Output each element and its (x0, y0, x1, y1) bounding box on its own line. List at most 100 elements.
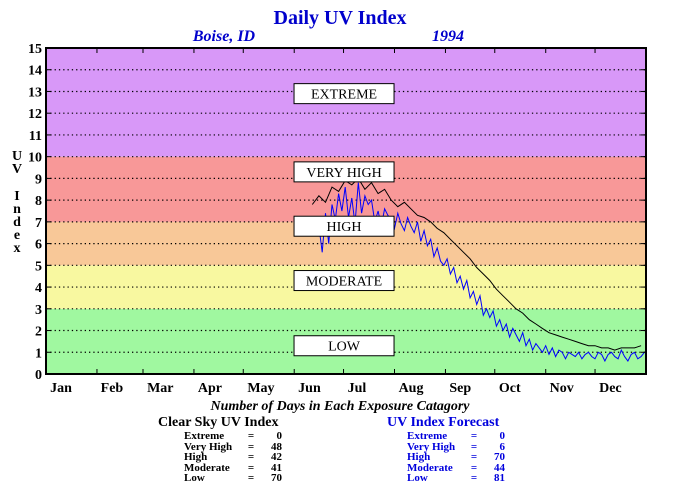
uv-index-chart: Daily UV Index Boise, ID 1994 EXTREME VER… (12, 7, 647, 396)
y-tick-label: 14 (28, 64, 42, 79)
y-axis-label-char: n (13, 202, 21, 217)
row-equals: = (470, 461, 478, 474)
band-labels: EXTREME VERY HIGH HIGH MODERATE LOW (293, 83, 395, 357)
band-label: VERY HIGH (306, 166, 381, 181)
y-tick-label: 15 (28, 42, 42, 57)
row-label: High (407, 451, 431, 464)
x-tick-label: Dec (599, 381, 622, 396)
summary-row: Very High = 6 (387, 440, 506, 453)
row-label: High (184, 451, 208, 464)
band-label: MODERATE (306, 275, 382, 290)
summary-row: Low = 70 (158, 473, 282, 484)
summary-block-title: UV Index Forecast (387, 415, 500, 430)
band-label-box (293, 215, 395, 237)
band-label: EXTREME (311, 88, 377, 103)
band-label: LOW (328, 340, 361, 355)
row-equals: = (247, 472, 255, 485)
band-label-box (293, 83, 395, 105)
row-value: 0 (499, 430, 506, 442)
y-tick-label: 7 (35, 216, 42, 231)
row-label: Moderate (407, 461, 453, 474)
row-equals: = (470, 440, 478, 453)
row-value: 44 (494, 461, 505, 474)
row-equals: = (247, 430, 255, 442)
row-label: Moderate (184, 461, 230, 474)
row-label: Low (184, 472, 205, 485)
exposure-summary: Number of Days in Each Exposure Catagory… (0, 399, 680, 499)
band-label-box (293, 161, 395, 183)
summary-row: Low = 81 (387, 473, 505, 484)
x-tick-label: Oct (499, 381, 521, 396)
summary-row: Extreme = 0 (387, 431, 505, 442)
x-tick-label: May (247, 381, 274, 396)
x-tick-label: Nov (550, 381, 574, 396)
x-tick-label: Jan (50, 381, 72, 396)
row-value: 6 (499, 440, 506, 453)
y-axis-label-char: V (12, 162, 22, 177)
row-label: Very High (184, 440, 233, 453)
y-axis-label-char: x (14, 241, 21, 256)
row-value: 42 (271, 451, 282, 464)
x-tick-label: Jun (298, 381, 321, 396)
row-label: Low (407, 472, 428, 485)
plot-frame (45, 47, 647, 375)
row-equals: = (247, 461, 255, 474)
row-equals: = (470, 472, 478, 485)
row-value: 48 (271, 440, 282, 453)
y-tick-label: 11 (29, 129, 42, 144)
band-label: HIGH (327, 220, 362, 235)
y-axis-label-char: I (14, 189, 19, 204)
summary-row: Moderate = 41 (158, 461, 282, 474)
y-tick-label: 4 (35, 281, 42, 296)
row-value: 81 (494, 472, 505, 485)
row-label: Extreme (407, 430, 448, 442)
chart-subtitle-location: Boise, ID (192, 28, 256, 45)
forecast-summary: UV Index Forecast Extreme = 0 Very High = 6 … (387, 415, 505, 484)
chart-title: Daily UV Index (274, 7, 407, 29)
y-tick-label: 13 (28, 85, 42, 100)
y-tick-label: 6 (35, 238, 42, 253)
y-axis-label-char: d (13, 215, 21, 230)
series-line-clear-sky-uv-index (311, 177, 642, 351)
row-value: 0 (276, 430, 283, 442)
x-tick-label: Mar (147, 381, 173, 396)
summary-row: Extreme = 0 (158, 431, 282, 442)
row-equals: = (247, 451, 255, 464)
series-line-uv-index-forecast (315, 182, 645, 363)
y-tick-label: 9 (35, 172, 42, 187)
row-value: 70 (271, 472, 282, 485)
band-label-box (293, 335, 395, 357)
x-tick-label: Aug (399, 381, 424, 396)
y-axis-label-char: e (14, 228, 20, 243)
summary-row: Very High = 48 (158, 440, 282, 453)
summary-block-title: Clear Sky UV Index (158, 415, 279, 430)
band-label-box (293, 270, 395, 292)
row-value: 70 (494, 451, 505, 464)
summary-row: High = 70 (387, 452, 505, 463)
summary-row: High = 42 (158, 452, 282, 463)
x-tick-label: Jul (348, 381, 367, 396)
y-tick-label: 8 (35, 194, 42, 209)
clear-sky-summary: Clear Sky UV Index Extreme = 0 Very High = 4… (158, 415, 282, 484)
row-equals: = (247, 440, 255, 453)
data-series (311, 177, 645, 363)
y-tick-label: 3 (35, 303, 42, 318)
y-axis-label-char: U (12, 149, 22, 164)
y-tick-label: 5 (35, 259, 42, 274)
x-tick-label: Feb (101, 381, 124, 396)
row-value: 41 (271, 461, 282, 474)
grid-lines (46, 69, 646, 353)
y-tick-label: 12 (28, 107, 42, 122)
y-tick-label: 0 (35, 368, 42, 383)
row-label: Very High (407, 440, 456, 453)
summary-row: Moderate = 44 (387, 461, 505, 474)
summary-title: Number of Days in Each Exposure Catagory (210, 399, 470, 414)
x-tick-label: Sep (449, 381, 471, 396)
row-equals: = (470, 430, 478, 442)
row-label: Extreme (184, 430, 225, 442)
chart-subtitle-year: 1994 (432, 28, 464, 45)
row-equals: = (470, 451, 478, 464)
y-tick-label: 1 (35, 346, 42, 361)
